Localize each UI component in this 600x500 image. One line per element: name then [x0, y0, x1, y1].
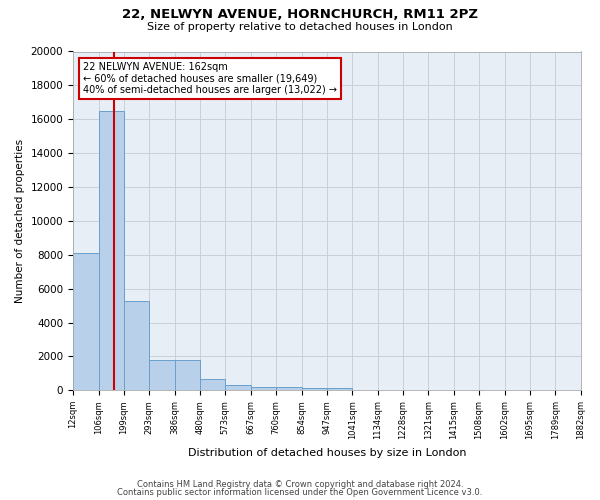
Text: Size of property relative to detached houses in London: Size of property relative to detached ho…	[147, 22, 453, 32]
Bar	[175, 360, 200, 390]
Bar	[73, 253, 98, 390]
Text: Contains HM Land Registry data © Crown copyright and database right 2024.: Contains HM Land Registry data © Crown c…	[137, 480, 463, 489]
Bar	[149, 360, 175, 390]
Bar	[124, 300, 149, 390]
X-axis label: Distribution of detached houses by size in London: Distribution of detached houses by size …	[188, 448, 466, 458]
Text: Contains public sector information licensed under the Open Government Licence v3: Contains public sector information licen…	[118, 488, 482, 497]
Bar	[225, 385, 251, 390]
Bar	[327, 388, 352, 390]
Bar	[276, 388, 302, 390]
Text: 22 NELWYN AVENUE: 162sqm
← 60% of detached houses are smaller (19,649)
40% of se: 22 NELWYN AVENUE: 162sqm ← 60% of detach…	[83, 62, 337, 95]
Bar	[200, 379, 225, 390]
Bar	[98, 111, 124, 390]
Bar	[251, 386, 276, 390]
Text: 22, NELWYN AVENUE, HORNCHURCH, RM11 2PZ: 22, NELWYN AVENUE, HORNCHURCH, RM11 2PZ	[122, 8, 478, 20]
Y-axis label: Number of detached properties: Number of detached properties	[15, 139, 25, 303]
Bar	[302, 388, 327, 390]
